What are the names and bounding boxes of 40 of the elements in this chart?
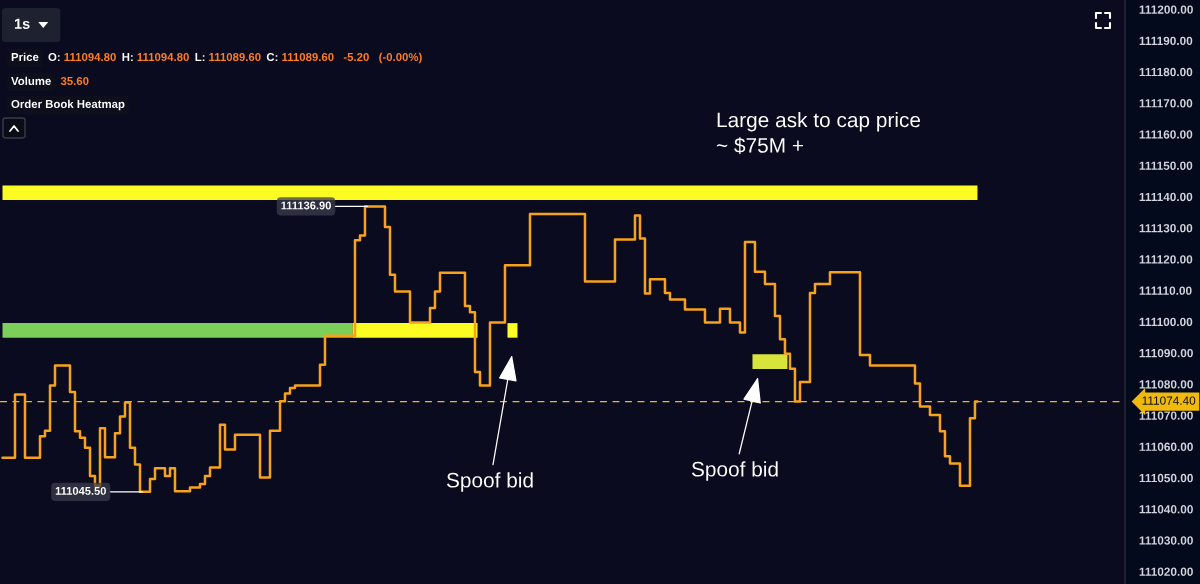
y-tick-label: 111140.00: [1139, 192, 1193, 202]
y-tick-label: 111050.00: [1139, 473, 1193, 483]
annotation: H:: [122, 53, 133, 61]
y-tick-label: 111120.00: [1139, 255, 1193, 264]
annotation: Price: [11, 52, 39, 62]
annotation: Spoof bid: [446, 472, 533, 492]
data-label: 111045.50: [55, 486, 106, 495]
annotation: (-0.00%): [379, 52, 422, 64]
y-tick-label: 111090.00: [1139, 348, 1193, 358]
y-tick-label: 111150.00: [1139, 161, 1193, 170]
y-tick-label: 111060.00: [1139, 442, 1193, 451]
y-tick-label: 111040.00: [1139, 505, 1193, 514]
annotation: -5.20: [343, 52, 369, 62]
y-tick-label: 111190.00: [1139, 36, 1193, 45]
y-tick-label: 111070.00: [1139, 411, 1193, 420]
annotation: Spoof bid: [691, 461, 778, 481]
y-tick-label: 111130.00: [1139, 224, 1193, 233]
annotation: L:: [195, 53, 205, 61]
y-tick-label: 111100.00: [1139, 317, 1193, 327]
annotation: 1s: [14, 18, 30, 29]
annotation: 111094.80: [64, 52, 116, 62]
annotation: C:: [266, 52, 278, 62]
annotation: Large ask to cap price ~ $75M +: [716, 112, 921, 154]
y-tick-label: 111080.00: [1139, 380, 1193, 389]
annotation: Order Book Heatmap: [11, 99, 125, 111]
annotation: 111094.80: [137, 52, 189, 62]
y-tick-label: 111180.00: [1139, 67, 1193, 77]
y-tick-label: 111030.00: [1139, 536, 1193, 545]
y-tick-label: 111160.00: [1139, 130, 1193, 139]
y-tick-label: 111170.00: [1139, 99, 1193, 108]
y-tick-label: 111200.00: [1139, 5, 1193, 14]
annotation: O:: [48, 52, 60, 62]
annotation: 35.60: [60, 76, 89, 86]
annotation: Volume: [11, 76, 51, 86]
y-tick-label: 111020.00: [1139, 567, 1193, 576]
y-tick-label: 111110.00: [1139, 286, 1192, 295]
annotation: 111089.60: [209, 52, 261, 62]
ref-line-label: 111074.40: [1142, 396, 1196, 405]
data-label: 111136.90: [281, 201, 331, 210]
annotation: 111089.60: [282, 52, 334, 62]
